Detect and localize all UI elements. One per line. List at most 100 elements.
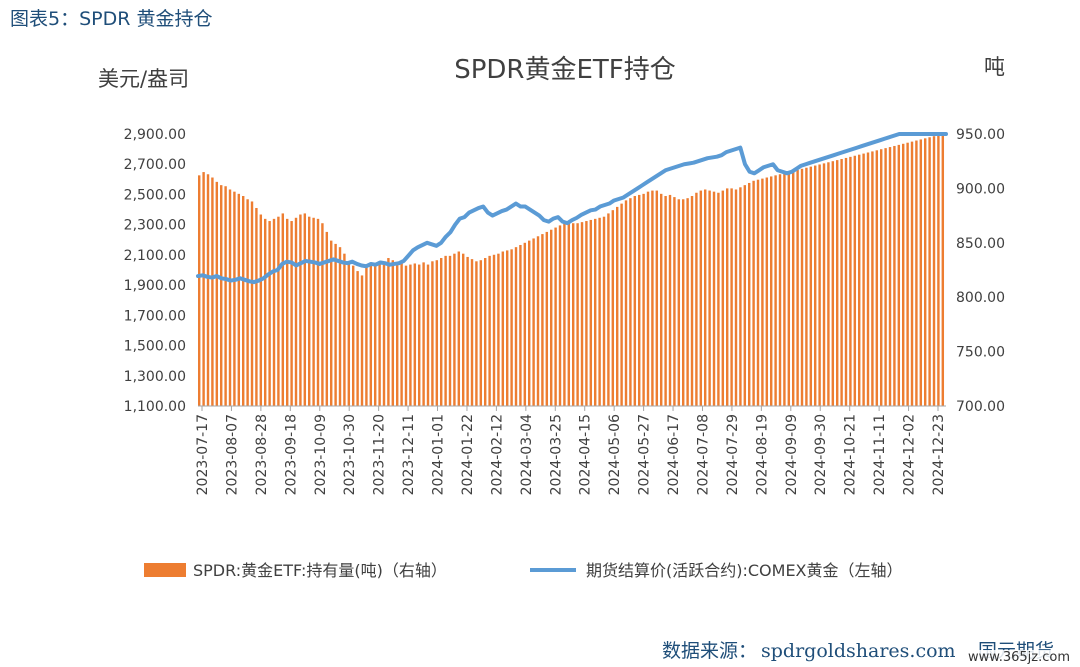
bar xyxy=(840,159,843,406)
right-tick-label: 700.00 xyxy=(956,399,1005,415)
bar xyxy=(532,238,535,406)
bar xyxy=(884,148,887,406)
bar xyxy=(743,185,747,406)
bar xyxy=(818,164,821,406)
bar xyxy=(567,223,571,406)
bar xyxy=(589,219,593,406)
bar xyxy=(594,218,597,406)
bar xyxy=(699,190,703,406)
bar xyxy=(501,251,505,406)
bar xyxy=(858,154,861,406)
x-tick-label: 2023-07-17 xyxy=(195,414,211,495)
left-tick-label: 2,700.00 xyxy=(124,157,186,173)
bar xyxy=(880,149,883,407)
bar xyxy=(545,231,549,406)
x-axis: 2023-07-17 2023-08-07 2023-08-28 2023-09-18… xyxy=(195,406,947,495)
bar xyxy=(704,189,707,406)
bar xyxy=(352,265,355,406)
left-tick-label: 1,700.00 xyxy=(124,308,186,324)
bar xyxy=(928,137,931,406)
right-axis-unit: 吨 xyxy=(984,55,1005,79)
bar xyxy=(409,264,412,406)
bar xyxy=(426,264,430,406)
bar xyxy=(492,254,496,406)
bar xyxy=(391,260,395,406)
x-tick-label: 2024-07-08 xyxy=(695,414,711,495)
bar xyxy=(624,200,628,406)
right-tick-label: 850.00 xyxy=(956,236,1005,252)
bar xyxy=(198,175,201,406)
bar xyxy=(866,152,870,406)
bar xyxy=(272,218,276,406)
bar xyxy=(924,138,927,406)
bar xyxy=(910,141,914,406)
watermark: www.365jz.com xyxy=(964,650,1074,665)
left-tick-label: 1,500.00 xyxy=(124,339,186,355)
bar xyxy=(893,145,896,406)
bar xyxy=(457,251,461,406)
bar xyxy=(796,169,799,406)
x-tick-label: 2023-10-30 xyxy=(342,414,358,495)
right-tick-label: 750.00 xyxy=(956,345,1005,361)
bar xyxy=(646,191,650,406)
bar xyxy=(862,153,865,406)
bar xyxy=(580,222,584,406)
x-tick-label: 2024-03-25 xyxy=(548,414,564,495)
bar xyxy=(611,210,615,406)
x-tick-label: 2024-03-04 xyxy=(519,414,535,495)
left-tick-label: 1,300.00 xyxy=(124,369,186,385)
bar xyxy=(844,157,848,406)
bar xyxy=(660,193,663,406)
bar xyxy=(510,249,513,406)
bar xyxy=(638,194,641,406)
bar xyxy=(294,217,298,406)
bar xyxy=(616,206,619,406)
left-axis-unit: 美元/盎司 xyxy=(98,67,189,91)
bar xyxy=(748,182,751,406)
bar xyxy=(655,190,659,406)
source-link[interactable]: spdrgoldshares.com xyxy=(761,640,956,662)
bar xyxy=(215,181,219,406)
bar xyxy=(673,197,676,406)
right-tick-label: 800.00 xyxy=(956,290,1005,306)
chart-title: SPDR黄金ETF持仓 xyxy=(454,55,676,85)
bar xyxy=(871,151,874,406)
bar xyxy=(356,271,359,406)
bar xyxy=(413,263,417,406)
bar xyxy=(220,185,223,406)
bar xyxy=(470,259,474,406)
bar xyxy=(228,189,232,406)
x-tick-label: 2024-01-22 xyxy=(460,414,476,495)
bar xyxy=(316,218,320,406)
x-tick-label: 2024-11-11 xyxy=(872,414,888,495)
bar xyxy=(308,216,311,406)
x-tick-label: 2023-10-09 xyxy=(313,414,329,495)
bar xyxy=(440,258,443,406)
x-tick-label: 2024-04-15 xyxy=(578,414,594,495)
bar xyxy=(330,240,333,406)
bar xyxy=(642,193,645,406)
bar xyxy=(814,165,817,406)
bar xyxy=(792,170,795,406)
bar xyxy=(303,213,307,406)
bar xyxy=(281,213,285,406)
bar xyxy=(902,143,905,407)
x-tick-label: 2023-08-28 xyxy=(254,414,270,495)
bar xyxy=(382,263,386,406)
bar xyxy=(422,262,425,406)
bar xyxy=(726,188,729,406)
legend-bar-label: SPDR:黄金ETF:持有量(吨)（右轴） xyxy=(193,561,447,580)
bar xyxy=(264,218,267,406)
bar xyxy=(255,207,258,406)
bar xyxy=(347,262,351,406)
bar xyxy=(404,265,408,406)
bar xyxy=(374,264,377,406)
bar xyxy=(484,258,487,406)
bar xyxy=(778,174,782,406)
bar xyxy=(774,175,777,406)
bar xyxy=(211,177,214,406)
bar xyxy=(730,188,733,406)
bar xyxy=(365,265,368,406)
bar xyxy=(541,234,544,406)
